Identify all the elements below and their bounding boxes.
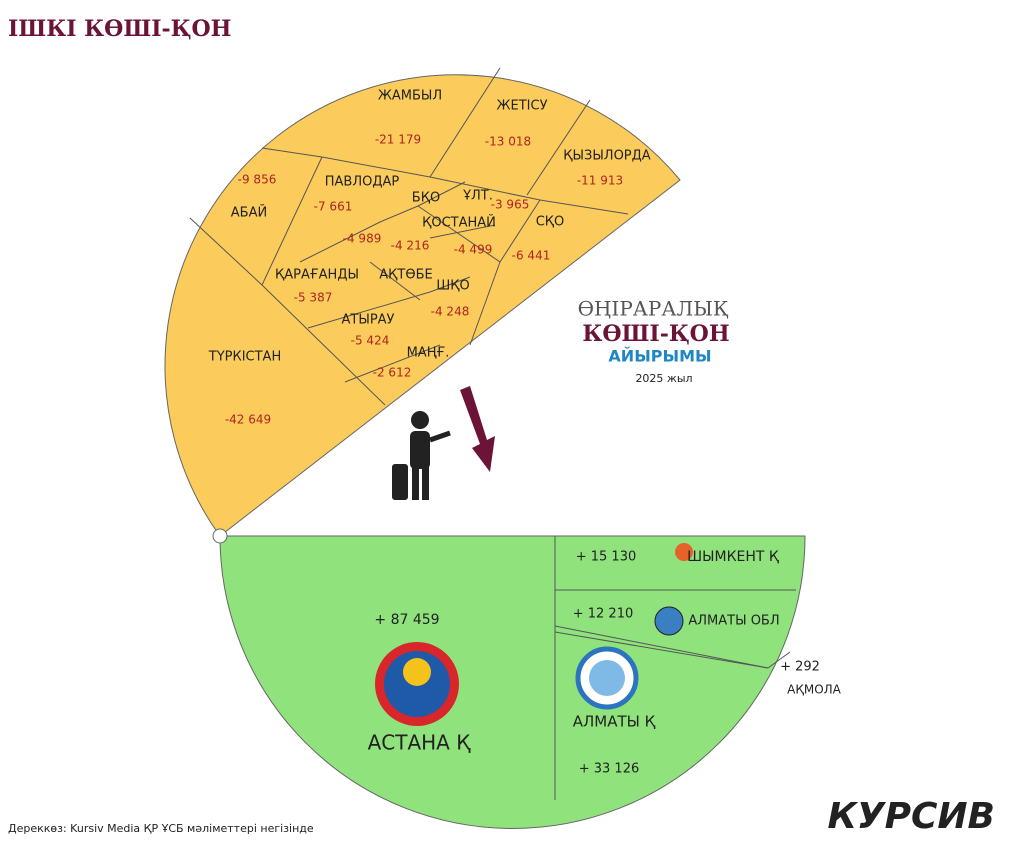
city-value: + 15 130: [576, 550, 637, 565]
region-value: -13 018: [485, 135, 531, 149]
region-name: ЖАМБЫЛ: [378, 89, 442, 104]
legend-line2: КӨШІ-ҚОН: [582, 321, 729, 347]
region-name: ТҮРКІСТАН: [208, 350, 281, 365]
region-name: ПАВЛОДАР: [325, 175, 400, 190]
region-value: -4 989: [343, 232, 382, 246]
region-name: БҚО: [412, 191, 440, 206]
region-name: ҚЫЗЫЛОРДА: [563, 149, 651, 164]
region-value: -4 248: [431, 305, 470, 319]
outflow-sector: [164, 74, 681, 537]
legend-line1: ӨҢІРАРАЛЫҚ: [578, 297, 729, 321]
source: Дереккөз: Kursiv Media ҚР ҰСБ мәліметтер…: [8, 822, 314, 835]
city-name: АҚМОЛА: [787, 683, 842, 697]
region-name: ҰЛТ.: [462, 189, 493, 204]
traveler-icon: [392, 411, 451, 500]
region-value: -7 661: [314, 200, 353, 214]
arrow: [460, 386, 495, 472]
shymkent-logo: [675, 543, 693, 561]
region-value: -6 441: [512, 249, 551, 263]
title: ІШКІ КӨШІ-ҚОН: [8, 16, 231, 42]
inflow-dividers: [554, 536, 796, 800]
city-value: + 12 210: [573, 607, 634, 622]
city-value: + 33 126: [579, 762, 640, 777]
region-value: -5 387: [294, 291, 333, 305]
city-name: АСТАНА Қ: [368, 731, 472, 755]
region-value: -4 499: [454, 243, 493, 257]
city-name: АЛМАТЫ ОБЛ: [688, 614, 779, 629]
outflow-dividers: [189, 67, 629, 406]
region-name: ЖЕТІСУ: [497, 99, 548, 114]
legend-line3: АЙЫРЫМЫ: [608, 347, 711, 366]
region-value: -11 913: [577, 174, 623, 188]
region-value: -5 424: [351, 334, 390, 348]
region-value: -3 965: [491, 198, 530, 212]
region-name: АТЫРАУ: [342, 313, 395, 328]
city-name: ШЫМКЕНТ Қ: [687, 549, 779, 565]
city-name: АЛМАТЫ Қ: [573, 713, 656, 731]
region-name: АБАЙ: [231, 205, 267, 221]
almaty-obl-logo: [654, 606, 684, 636]
region-value: -9 856: [238, 173, 277, 187]
region-name: ШҚО: [436, 279, 469, 294]
astana-logo: [375, 642, 459, 726]
inflow-sector: [219, 535, 806, 829]
region-value: -42 649: [225, 413, 271, 427]
region-value: -2 612: [373, 366, 412, 380]
region-value: -21 179: [375, 133, 421, 147]
city-value: + 87 459: [374, 612, 439, 628]
region-name: АҚТӨБЕ: [379, 268, 432, 283]
almaty-logo: [575, 646, 639, 710]
region-name: МАҢҒ.: [407, 346, 450, 361]
brand: КУРСИВ: [827, 796, 995, 837]
region-name: СҚО: [536, 215, 565, 230]
region-name: ҚОСТАНАЙ: [422, 215, 496, 231]
legend-year: 2025 жыл: [635, 372, 692, 385]
pivot: [212, 528, 228, 544]
city-value: + 292: [780, 660, 820, 675]
region-value: -4 216: [391, 239, 430, 253]
region-name: ҚАРАҒАНДЫ: [275, 268, 359, 283]
